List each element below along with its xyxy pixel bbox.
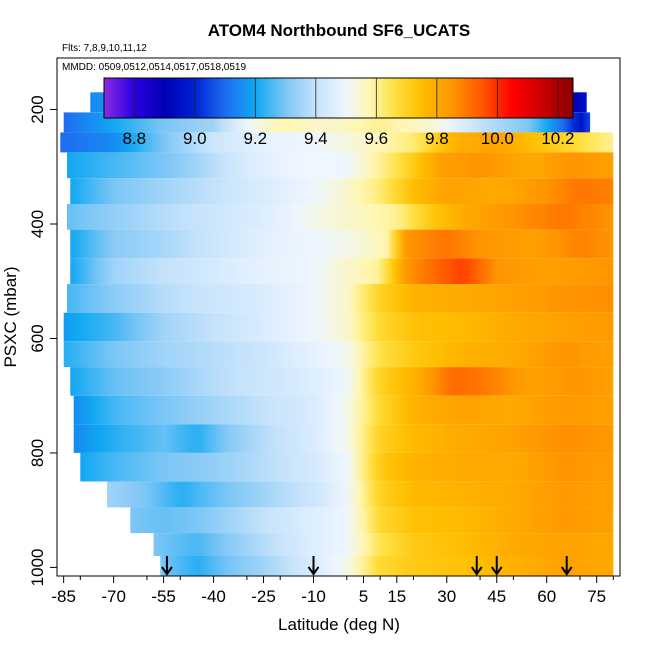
heatmap-layer (160, 556, 614, 576)
colorbar-tick-label: 10.0 (481, 129, 514, 148)
heatmap-layer (67, 152, 614, 179)
chart-title: ATOM4 Northbound SF6_UCATS (208, 21, 471, 40)
profile-arrow-icon (560, 556, 573, 576)
profile-arrow-icon (307, 556, 320, 576)
heatmap-layer (70, 367, 614, 396)
heatmap-layer (70, 258, 614, 285)
date-annotation: MMDD: 0509,0512,0514,0517,0518,0519 (62, 62, 246, 73)
chart-subtitle: Flts: 7,8,9,10,11,12 (62, 43, 147, 54)
x-tick-label: 30 (437, 587, 456, 606)
x-tick-label: -55 (151, 587, 176, 606)
x-axis-label: Latitude (deg N) (278, 615, 400, 634)
x-tick-label: -25 (251, 587, 276, 606)
colorbar-tick-label: 9.8 (425, 129, 449, 148)
colorbar-tick-label: 9.2 (243, 129, 267, 148)
x-tick-label: -40 (201, 587, 226, 606)
colorbar-tick-label: 9.0 (183, 129, 207, 148)
heatmap-layer (60, 132, 614, 153)
profile-arrow-icon (161, 556, 173, 576)
profile-arrow-icon (470, 556, 483, 576)
heatmap-layer (107, 481, 614, 508)
plot-frame (56, 57, 621, 577)
heatmap-layer (153, 533, 614, 556)
x-tick-label: -10 (301, 587, 326, 606)
x-tick-label: -70 (101, 587, 126, 606)
colorbar-tick-label: 9.4 (304, 129, 328, 148)
y-tick-label: 1000 (28, 549, 47, 587)
y-tick-label: 200 (28, 95, 47, 123)
y-axis-label: PSXC (mbar) (1, 266, 20, 367)
heatmap-layer (63, 312, 614, 342)
colorbar-tick-label: 8.8 (122, 129, 146, 148)
heatmap-layer (73, 395, 614, 425)
x-tick-label: -85 (51, 587, 76, 606)
colorbar: 8.8 9.0 9.2 9.4 9.6 9.8 10.0 10.2 (103, 77, 574, 148)
colorbar-tick-label: 9.6 (365, 129, 389, 148)
heatmap-layer (130, 507, 614, 534)
x-tick-label: 15 (387, 587, 406, 606)
heatmap-layers (60, 92, 614, 576)
y-tick-label: 800 (28, 439, 47, 467)
heatmap-layer (70, 178, 614, 204)
x-tick-label: 5 (359, 587, 368, 606)
heatmap-layer (73, 424, 614, 453)
heatmap-layer (70, 229, 614, 259)
heatmap-layer (80, 452, 614, 482)
axes: -85 -70 -55 -40 -25 -10 5 15 30 45 60 75 200 400 600 80… (28, 95, 614, 606)
colorbar-tick-label: 10.2 (541, 129, 574, 148)
heatmap-layer (63, 341, 614, 368)
x-tick-label: 75 (587, 587, 606, 606)
colorbar-gradient (103, 77, 574, 119)
heatmap-layer (67, 204, 614, 230)
profile-markers (161, 556, 573, 576)
x-tick-label: 45 (487, 587, 506, 606)
y-tick-label: 400 (28, 210, 47, 238)
x-tick-label: 60 (537, 587, 556, 606)
heatmap-layer (67, 284, 614, 313)
y-tick-label: 600 (28, 324, 47, 352)
profile-arrow-icon (490, 556, 503, 576)
